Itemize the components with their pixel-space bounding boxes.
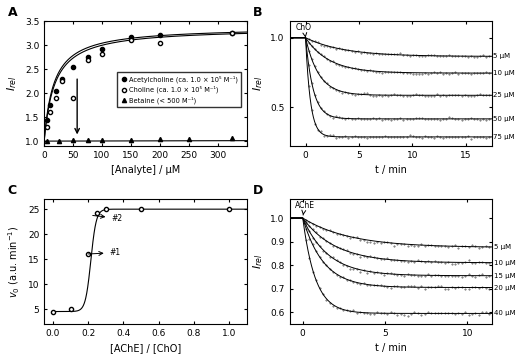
Text: #2: #2 (93, 214, 122, 223)
Acetylcholine (ca. 1.0 × 10⁵ M⁻¹) (53, 89, 59, 93)
Text: 10 µM: 10 µM (494, 260, 516, 266)
Choline (ca. 1.0 × 10⁵ M⁻¹) (44, 125, 50, 129)
Legend: Acetylcholine (ca. 1.0 × 10⁵ M⁻¹), Choline (ca. 1.0 × 10⁵ M⁻¹), Betaine (< 500 M: Acetylcholine (ca. 1.0 × 10⁵ M⁻¹), Choli… (117, 73, 241, 107)
Text: #1: #1 (89, 248, 120, 257)
Text: 15 µM: 15 µM (494, 273, 515, 279)
Acetylcholine (ca. 1.0 × 10⁵ M⁻¹) (47, 103, 53, 107)
Line: Acetylcholine (ca. 1.0 × 10⁵ M⁻¹): Acetylcholine (ca. 1.0 × 10⁵ M⁻¹) (45, 31, 234, 122)
Text: 75 µM: 75 µM (493, 134, 515, 140)
Text: ChO: ChO (296, 23, 312, 37)
Acetylcholine (ca. 1.0 × 10⁵ M⁻¹) (70, 65, 76, 69)
Text: 20 µM: 20 µM (494, 285, 515, 290)
Acetylcholine (ca. 1.0 × 10⁵ M⁻¹) (99, 47, 105, 51)
Acetylcholine (ca. 1.0 × 10⁵ M⁻¹) (84, 55, 91, 59)
Choline (ca. 1.0 × 10⁵ M⁻¹) (128, 38, 134, 42)
Y-axis label: $v_0$ (a.u. min$^{-1}$): $v_0$ (a.u. min$^{-1}$) (7, 225, 22, 298)
Choline (ca. 1.0 × 10⁵ M⁻¹) (70, 96, 76, 100)
Choline (ca. 1.0 × 10⁵ M⁻¹) (47, 110, 53, 115)
X-axis label: [AChE] / [ChO]: [AChE] / [ChO] (110, 344, 181, 354)
X-axis label: t / min: t / min (375, 165, 407, 175)
Acetylcholine (ca. 1.0 × 10⁵ M⁻¹) (44, 117, 50, 122)
X-axis label: t / min: t / min (375, 344, 407, 354)
Choline (ca. 1.0 × 10⁵ M⁻¹) (84, 58, 91, 62)
Betaine (< 500 M⁻¹) (44, 139, 50, 143)
Acetylcholine (ca. 1.0 × 10⁵ M⁻¹) (229, 31, 235, 35)
Text: D: D (253, 184, 263, 197)
Text: 5 µM: 5 µM (494, 244, 511, 250)
Text: 40 µM: 40 µM (494, 311, 515, 316)
Text: 10 µM: 10 µM (493, 70, 515, 76)
Text: 5 µM: 5 µM (493, 53, 511, 59)
Betaine (< 500 M⁻¹) (70, 138, 76, 142)
X-axis label: [Analyte] / μM: [Analyte] / μM (111, 165, 180, 175)
Choline (ca. 1.0 × 10⁵ M⁻¹) (53, 96, 59, 100)
Betaine (< 500 M⁻¹) (157, 137, 163, 141)
Text: 25 µM: 25 µM (493, 92, 515, 98)
Betaine (< 500 M⁻¹) (99, 137, 105, 142)
Betaine (< 500 M⁻¹) (229, 136, 235, 140)
Betaine (< 500 M⁻¹) (128, 137, 134, 142)
Text: 50 µM: 50 µM (493, 116, 515, 122)
Text: A: A (8, 6, 17, 19)
Y-axis label: $I_\mathregular{rel}$: $I_\mathregular{rel}$ (251, 76, 265, 91)
Acetylcholine (ca. 1.0 × 10⁵ M⁻¹) (157, 33, 163, 38)
Betaine (< 500 M⁻¹) (84, 138, 91, 142)
Acetylcholine (ca. 1.0 × 10⁵ M⁻¹) (58, 76, 65, 81)
Choline (ca. 1.0 × 10⁵ M⁻¹) (157, 41, 163, 45)
Betaine (< 500 M⁻¹) (186, 136, 192, 141)
Acetylcholine (ca. 1.0 × 10⁵ M⁻¹) (128, 35, 134, 39)
Choline (ca. 1.0 × 10⁵ M⁻¹) (99, 52, 105, 56)
Choline (ca. 1.0 × 10⁵ M⁻¹) (229, 31, 235, 35)
Line: Betaine (< 500 M⁻¹): Betaine (< 500 M⁻¹) (45, 136, 234, 143)
Text: C: C (8, 184, 17, 197)
Y-axis label: $I_\mathregular{rel}$: $I_\mathregular{rel}$ (251, 254, 265, 269)
Text: B: B (253, 6, 263, 19)
Text: AChE: AChE (294, 201, 315, 215)
Y-axis label: $I_\mathregular{rel}$: $I_\mathregular{rel}$ (6, 76, 19, 91)
Line: Choline (ca. 1.0 × 10⁵ M⁻¹): Choline (ca. 1.0 × 10⁵ M⁻¹) (45, 31, 234, 129)
Betaine (< 500 M⁻¹) (56, 139, 62, 143)
Choline (ca. 1.0 × 10⁵ M⁻¹) (58, 79, 65, 83)
